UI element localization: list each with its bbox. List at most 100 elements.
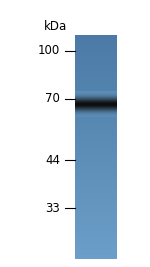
Bar: [75, 184, 117, 186]
Bar: [75, 115, 117, 117]
Bar: [75, 219, 117, 220]
Bar: [75, 147, 117, 148]
Bar: [75, 144, 117, 145]
Bar: [75, 35, 117, 36]
Bar: [75, 92, 117, 93]
Bar: [75, 83, 117, 84]
Bar: [75, 96, 117, 97]
Bar: [75, 50, 117, 51]
Bar: [75, 80, 117, 81]
Bar: [75, 114, 117, 115]
Bar: [75, 126, 117, 127]
Bar: [75, 100, 117, 102]
Bar: [75, 249, 117, 250]
Bar: [75, 165, 117, 166]
Bar: [75, 124, 117, 126]
Bar: [75, 68, 117, 69]
Bar: [75, 189, 117, 190]
Bar: [75, 178, 117, 180]
Bar: [75, 247, 117, 249]
Bar: [75, 66, 117, 68]
Bar: [75, 163, 117, 165]
Bar: [75, 232, 117, 234]
Bar: [75, 192, 117, 193]
Bar: [75, 39, 117, 41]
Bar: [75, 201, 117, 202]
Bar: [75, 41, 117, 42]
Bar: [75, 180, 117, 181]
Bar: [75, 252, 117, 253]
Bar: [75, 229, 117, 231]
Bar: [75, 205, 117, 207]
Bar: [75, 138, 117, 139]
Bar: [75, 160, 117, 162]
Bar: [75, 132, 117, 134]
Bar: [75, 57, 117, 59]
Bar: [75, 70, 117, 72]
Bar: [75, 60, 117, 62]
Bar: [75, 54, 117, 56]
Bar: [75, 234, 117, 235]
Bar: [75, 217, 117, 219]
Bar: [75, 130, 117, 132]
Bar: [75, 44, 117, 45]
Bar: [75, 199, 117, 201]
Bar: [75, 226, 117, 227]
Bar: [75, 136, 117, 138]
Bar: [75, 148, 117, 150]
Bar: [75, 47, 117, 48]
Bar: [75, 166, 117, 168]
Bar: [75, 145, 117, 147]
Bar: [75, 108, 117, 109]
Bar: [75, 63, 117, 65]
Bar: [75, 90, 117, 92]
Bar: [75, 105, 117, 107]
Bar: [75, 222, 117, 223]
Bar: [75, 171, 117, 172]
Bar: [75, 172, 117, 174]
Bar: [75, 202, 117, 204]
Bar: [75, 196, 117, 198]
Bar: [75, 150, 117, 151]
Bar: [75, 239, 117, 241]
Bar: [75, 102, 117, 104]
Bar: [75, 235, 117, 237]
Bar: [75, 187, 117, 189]
Bar: [75, 75, 117, 77]
Bar: [75, 162, 117, 163]
Bar: [75, 244, 117, 246]
Bar: [75, 78, 117, 80]
Bar: [75, 85, 117, 87]
Bar: [75, 62, 117, 63]
Bar: [75, 238, 117, 239]
Bar: [75, 120, 117, 121]
Bar: [75, 123, 117, 124]
Bar: [75, 159, 117, 160]
Bar: [75, 95, 117, 96]
Bar: [75, 220, 117, 222]
Bar: [75, 193, 117, 195]
Bar: [75, 51, 117, 53]
Bar: [75, 175, 117, 177]
Bar: [75, 38, 117, 39]
Bar: [75, 104, 117, 105]
Bar: [75, 59, 117, 60]
Bar: [75, 111, 117, 112]
Bar: [75, 210, 117, 211]
Bar: [75, 77, 117, 78]
Bar: [75, 142, 117, 144]
Bar: [75, 177, 117, 178]
Bar: [75, 250, 117, 252]
Bar: [75, 53, 117, 54]
Bar: [75, 216, 117, 217]
Bar: [75, 174, 117, 175]
Bar: [75, 127, 117, 129]
Bar: [75, 253, 117, 254]
Bar: [75, 169, 117, 171]
Bar: [75, 231, 117, 232]
Bar: [75, 72, 117, 74]
Bar: [75, 119, 117, 120]
Bar: [75, 237, 117, 238]
Bar: [75, 134, 117, 135]
Bar: [75, 151, 117, 153]
